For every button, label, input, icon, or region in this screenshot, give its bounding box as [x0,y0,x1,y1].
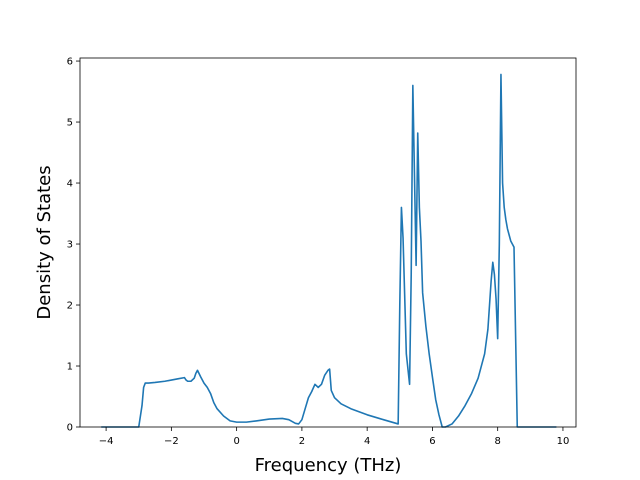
x-tick-label: 8 [494,436,500,447]
x-tick-label: 6 [429,436,435,447]
plot-area [80,58,576,427]
y-tick-label: 2 [67,301,73,312]
x-tick-label: −4 [99,436,114,447]
y-tick-label: 0 [67,423,73,434]
x-tick-label: 4 [364,436,370,447]
y-tick-label: 1 [67,362,73,373]
x-tick-label: 0 [233,436,239,447]
y-axis-label: Density of States [34,165,55,319]
y-tick-label: 4 [67,179,73,190]
axes-spines [79,57,577,428]
axes-frame [79,57,577,428]
y-tick-label: 3 [67,240,73,251]
x-axis: −4 −2 0 2 4 6 8 10 [99,427,570,447]
x-tick-label: 10 [557,436,570,447]
x-axis-label: Frequency (THz) [255,455,402,476]
y-tick-label: 5 [67,118,73,129]
x-tick-label: 2 [299,436,305,447]
series-line-0 [101,73,557,428]
series-layer [101,73,557,428]
x-tick-label: −2 [164,436,179,447]
y-axis: 0 1 2 3 4 5 6 [67,57,80,434]
y-tick-label: 6 [67,57,73,68]
plot-background [80,58,576,427]
